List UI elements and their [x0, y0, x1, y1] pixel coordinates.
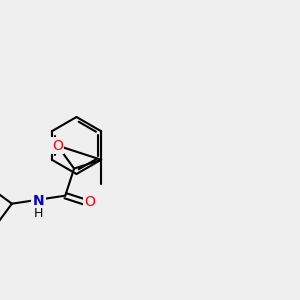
Text: O: O	[52, 139, 63, 152]
Text: N: N	[33, 194, 44, 208]
Text: O: O	[84, 195, 95, 209]
Text: H: H	[34, 207, 43, 220]
